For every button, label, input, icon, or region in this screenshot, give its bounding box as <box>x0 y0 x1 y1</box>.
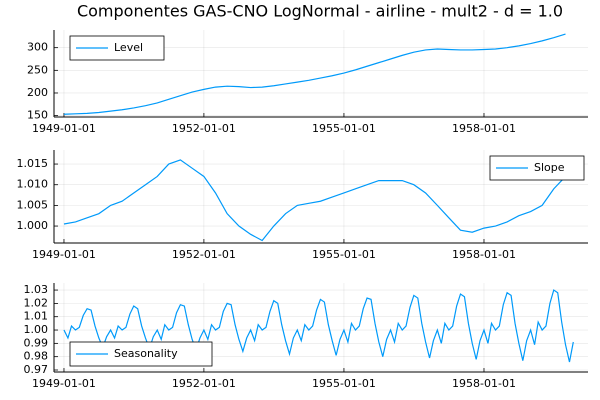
y-tick-label: 1.01 <box>24 310 49 323</box>
chart-title: Componentes GAS-CNO LogNormal - airline … <box>77 2 563 21</box>
legend-label: Level <box>114 41 143 54</box>
x-tick-label: 1955-01-01 <box>312 377 376 390</box>
y-tick-label: 150 <box>27 109 48 122</box>
y-tick-label: 1.000 <box>17 219 49 232</box>
y-tick-label: 0.99 <box>24 336 49 349</box>
x-tick-label: 1949-01-01 <box>32 248 96 261</box>
x-tick-label: 1958-01-01 <box>452 377 516 390</box>
y-tick-label: 0.98 <box>24 350 49 363</box>
y-tick-label: 1.010 <box>17 178 49 191</box>
x-tick-label: 1958-01-01 <box>452 248 516 261</box>
y-tick-label: 300 <box>27 41 48 54</box>
x-tick-label: 1949-01-01 <box>32 122 96 135</box>
y-tick-label: 1.005 <box>17 198 49 211</box>
y-tick-label: 250 <box>27 63 48 76</box>
y-tick-label: 1.00 <box>24 323 49 336</box>
legend-label: Seasonality <box>114 347 178 360</box>
x-tick-label: 1955-01-01 <box>312 122 376 135</box>
x-tick-label: 1958-01-01 <box>452 122 516 135</box>
legend-label: Slope <box>534 161 565 174</box>
series-line <box>63 33 566 115</box>
x-tick-label: 1949-01-01 <box>32 377 96 390</box>
x-tick-label: 1955-01-01 <box>312 248 376 261</box>
y-tick-label: 200 <box>27 86 48 99</box>
x-tick-label: 1952-01-01 <box>172 377 236 390</box>
x-tick-label: 1952-01-01 <box>172 248 236 261</box>
y-tick-label: 1.02 <box>24 296 49 309</box>
x-tick-label: 1952-01-01 <box>172 122 236 135</box>
series-line <box>63 159 566 242</box>
y-tick-label: 0.97 <box>24 363 49 376</box>
y-tick-label: 1.03 <box>24 283 49 296</box>
y-tick-label: 1.015 <box>17 157 49 170</box>
